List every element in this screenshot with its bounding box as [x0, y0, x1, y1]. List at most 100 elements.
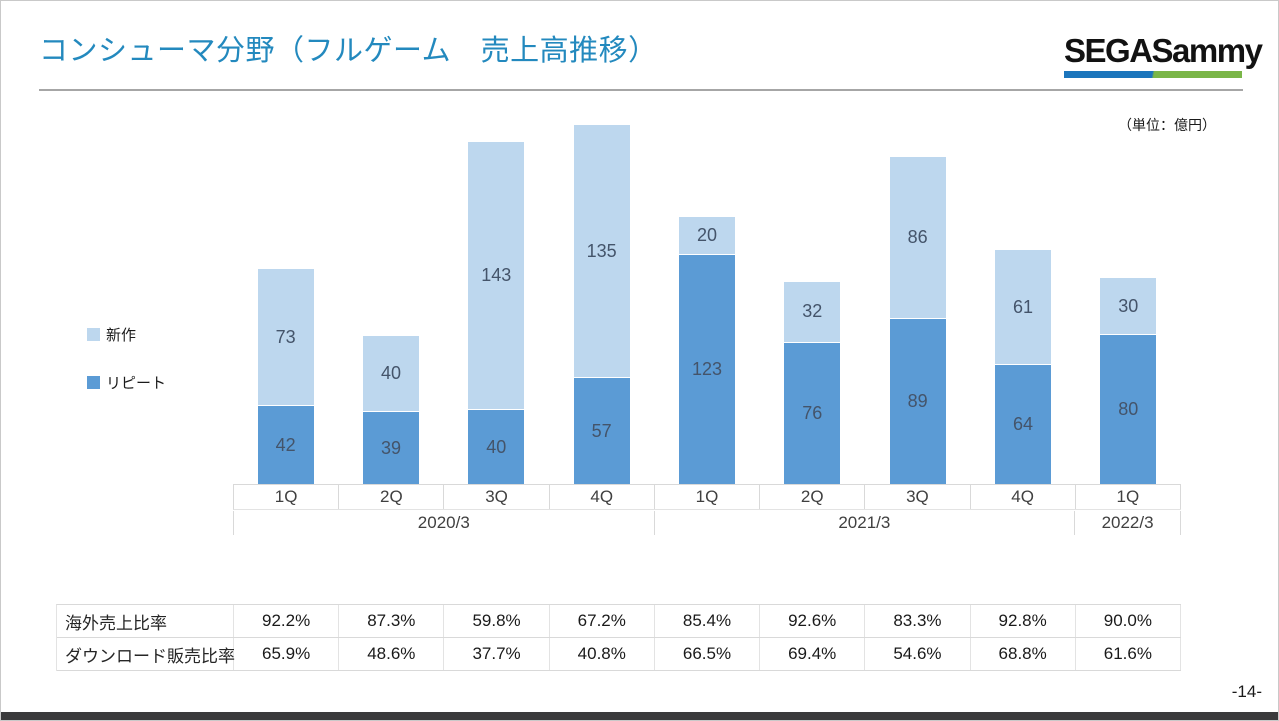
bar-segment-new: 143 [468, 141, 525, 410]
chart-legend: 新作 リピート [87, 324, 166, 420]
legend-swatch-new-titles-icon [87, 328, 100, 341]
segasammy-logo: SEGASammy [1064, 32, 1263, 79]
bar-segment-new: 61 [994, 250, 1051, 365]
axis-quarter-label: 3Q [865, 485, 971, 509]
title-divider [39, 89, 1243, 91]
bar-segment-new: 135 [573, 124, 630, 378]
page-title: コンシューマ分野（フルゲーム 売上高推移） [39, 35, 658, 67]
bar-value-label: 32 [802, 301, 823, 322]
bar-segment-repeat: 89 [889, 317, 946, 484]
bar-value-label: 42 [275, 434, 296, 455]
bar-segment-repeat: 42 [257, 405, 314, 484]
stacked-bar: 40 39 [362, 336, 419, 484]
axis-quarter-label: 3Q [444, 485, 550, 509]
bar-segment-new: 86 [889, 156, 946, 318]
bar-value-label: 86 [907, 226, 928, 247]
stacked-bar: 30 80 [1100, 278, 1157, 484]
bar-value-label: 30 [1118, 295, 1139, 316]
ratio-table: 海外売上比率 92.2% 87.3% 59.8% 67.2% 85.4% 92.6% 83.3… [56, 604, 1181, 671]
table-cell-value: 83.3% [865, 605, 971, 637]
bar-column-1: 73 42 [233, 101, 338, 484]
axis-year-row: 2020/3 2021/3 2022/3 [233, 511, 1182, 535]
table-row: ダウンロード販売比率 65.9% 48.6% 37.7% 40.8% 66.5% 69.4%… [57, 638, 1181, 671]
bar-segment-repeat: 39 [362, 411, 419, 484]
axis-year-label: 2020/3 [234, 511, 655, 535]
table-cell-value: 90.0% [1076, 605, 1181, 637]
unit-label: （単位：億円） [1118, 117, 1216, 133]
table-cell-value: 40.8% [550, 638, 655, 670]
bar-segment-new: 20 [678, 216, 735, 254]
axis-quarter-label: 1Q [655, 485, 761, 509]
bar-segment-new: 30 [1100, 278, 1157, 335]
axis-quarter-label: 4Q [971, 485, 1076, 509]
stacked-bar: 20 123 [678, 216, 735, 484]
table-cell-value: 68.8% [971, 638, 1076, 670]
stacked-bar: 143 40 [468, 141, 525, 484]
axis-quarter-label: 1Q [234, 485, 340, 509]
bar-value-label: 123 [691, 359, 722, 379]
bar-value-label: 57 [591, 420, 612, 441]
bar-value-label: 20 [696, 224, 717, 245]
table-cell-value: 69.4% [760, 638, 866, 670]
plot-area: 73 42 40 39 143 40 135 57 20 123 32 76 86 89 61 64 30 80 [233, 101, 1181, 484]
bar-value-label: 39 [380, 437, 401, 458]
axis-quarter-label: 1Q [1076, 485, 1181, 509]
bar-value-label: 143 [481, 265, 512, 285]
table-row-label: ダウンロード販売比率 [57, 638, 235, 670]
bar-column-6: 32 76 [760, 101, 865, 484]
bar-value-label: 135 [586, 240, 617, 261]
bar-column-5: 20 123 [654, 101, 759, 484]
stacked-bar: 73 42 [257, 268, 314, 484]
bar-value-label: 89 [907, 390, 928, 411]
table-row-label: 海外売上比率 [57, 605, 234, 637]
bar-column-8: 61 64 [970, 101, 1075, 484]
bar-value-label: 64 [1012, 414, 1033, 435]
bar-segment-repeat: 80 [1100, 334, 1157, 484]
table-cell-value: 54.6% [865, 638, 971, 670]
legend-swatch-repeat-icon [87, 376, 100, 389]
stacked-bar: 135 57 [573, 124, 630, 484]
table-cell-value: 87.3% [339, 605, 445, 637]
axis-quarter-label: 2Q [760, 485, 866, 509]
legend-label: 新作 [106, 327, 137, 344]
table-cell-value: 92.2% [234, 605, 340, 637]
table-cell-value: 61.6% [1076, 638, 1181, 670]
table-cell-value: 48.6% [339, 638, 445, 670]
axis-quarter-row: 1Q 2Q 3Q 4Q 1Q 2Q 3Q 4Q 1Q [233, 484, 1181, 510]
bar-column-9: 30 80 [1076, 101, 1181, 484]
bar-segment-new: 32 [784, 282, 841, 342]
logo-text: SEGASammy [1064, 32, 1263, 69]
bar-segment-repeat: 123 [678, 254, 735, 484]
bar-segment-repeat: 40 [468, 409, 525, 484]
stacked-bar: 86 89 [889, 156, 946, 484]
table-cell-value: 85.4% [655, 605, 761, 637]
table-cell-value: 66.5% [655, 638, 761, 670]
table-cell-value: 59.8% [444, 605, 550, 637]
page-number: -14- [1231, 682, 1262, 701]
bar-value-label: 40 [486, 436, 507, 457]
legend-label: リピート [106, 375, 167, 392]
axis-year-label: 2021/3 [655, 511, 1076, 535]
bar-value-label: 76 [802, 402, 823, 423]
bar-segment-new: 73 [257, 268, 314, 406]
bar-value-label: 73 [275, 326, 296, 347]
table-cell-value: 92.6% [760, 605, 866, 637]
axis-quarter-label: 4Q [550, 485, 655, 509]
legend-item-new-titles: 新作 [87, 324, 166, 345]
bar-segment-repeat: 76 [784, 341, 841, 484]
stacked-bar: 61 64 [994, 250, 1051, 484]
axis-year-label: 2022/3 [1075, 511, 1182, 535]
table-cell-value: 92.8% [971, 605, 1076, 637]
table-cell-value: 37.7% [444, 638, 550, 670]
stacked-bar: 32 76 [784, 282, 841, 484]
bottom-bar [1, 712, 1278, 720]
axis-quarter-label: 2Q [339, 485, 445, 509]
table-row: 海外売上比率 92.2% 87.3% 59.8% 67.2% 85.4% 92.6% 83.3… [57, 605, 1181, 638]
bar-column-3: 143 40 [444, 101, 549, 484]
bar-column-2: 40 39 [338, 101, 443, 484]
legend-item-repeat: リピート [87, 372, 166, 393]
bar-value-label: 40 [380, 363, 401, 384]
table-cell-value: 67.2% [550, 605, 655, 637]
bar-segment-new: 40 [362, 336, 419, 412]
